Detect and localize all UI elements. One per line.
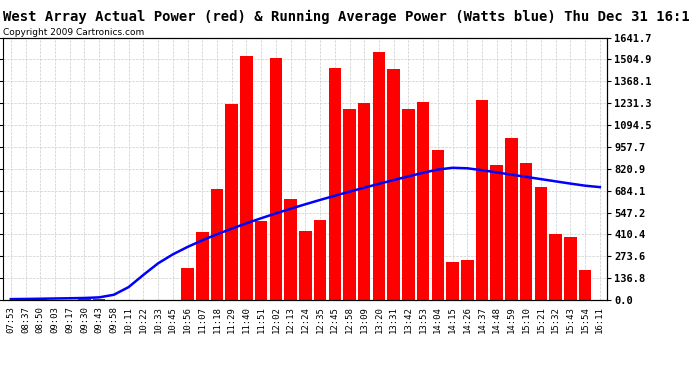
Bar [520, 163, 533, 300]
Bar [314, 220, 326, 300]
Bar [328, 68, 341, 300]
Bar [19, 299, 32, 300]
Bar [78, 299, 90, 300]
Bar [402, 109, 415, 300]
Bar [446, 262, 459, 300]
Bar [210, 189, 224, 300]
Bar [343, 109, 356, 300]
Bar [240, 56, 253, 300]
Bar [255, 220, 268, 300]
Bar [284, 199, 297, 300]
Bar [373, 52, 385, 300]
Bar [579, 270, 591, 300]
Text: West Array Actual Power (red) & Running Average Power (Watts blue) Thu Dec 31 16: West Array Actual Power (red) & Running … [3, 9, 690, 24]
Bar [196, 232, 208, 300]
Bar [181, 268, 194, 300]
Bar [564, 237, 577, 300]
Text: Copyright 2009 Cartronics.com: Copyright 2009 Cartronics.com [3, 28, 145, 37]
Bar [549, 234, 562, 300]
Bar [432, 150, 444, 300]
Bar [93, 299, 106, 300]
Bar [270, 58, 282, 300]
Bar [226, 104, 238, 300]
Bar [491, 165, 503, 300]
Bar [387, 69, 400, 300]
Bar [299, 231, 312, 300]
Bar [505, 138, 518, 300]
Bar [461, 261, 473, 300]
Bar [535, 187, 547, 300]
Bar [417, 102, 429, 300]
Bar [34, 299, 46, 300]
Bar [476, 100, 489, 300]
Bar [358, 103, 371, 300]
